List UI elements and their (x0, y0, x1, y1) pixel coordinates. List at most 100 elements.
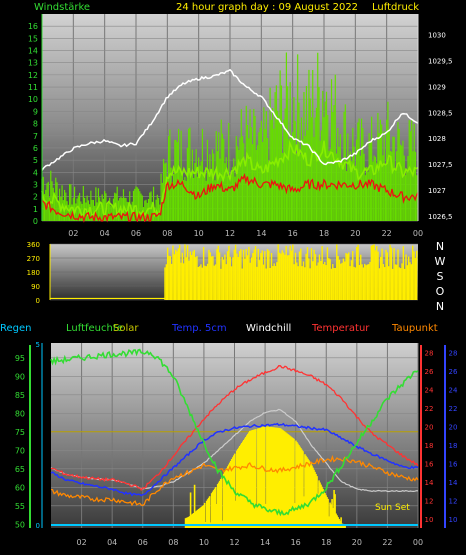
x-tick-label: 08 (162, 229, 172, 238)
y-left-tick-label: 10 (28, 95, 38, 104)
legend-entry: Solar (113, 323, 139, 334)
wind-direction-axes: 0 90 180 270 360 (27, 241, 51, 305)
temperature-tick-label: 14 (425, 479, 434, 487)
temperature-tick-label: 22 (425, 405, 434, 413)
x-tick-label: 22 (382, 229, 392, 238)
rain-tick-label: 5 (36, 341, 40, 349)
temp5cm-tick-label: 12 (449, 497, 458, 505)
humidity-tick-label: 85 (15, 391, 25, 400)
wind-pressure-axes: 02 04 06 08 10 12 14 16 18 20 22 000123456789101112… (28, 14, 453, 238)
y-left-tick-label: 12 (28, 71, 38, 80)
y-right-tick-label: 1027 (428, 187, 446, 195)
humidity-tick-label: 75 (15, 428, 25, 437)
direction-tick-label: 0 (36, 297, 40, 305)
x-tick-label: 22 (382, 538, 392, 547)
y-left-tick-label: 15 (28, 34, 38, 43)
y-right-tick-label: 1029,5 (428, 58, 453, 66)
y-right-tick-label: 1027,5 (428, 161, 453, 169)
temperature-tick-label: 24 (425, 386, 434, 394)
y-right-tick-label: 1028 (428, 135, 446, 143)
x-tick-label: 06 (131, 229, 141, 238)
y-left-tick-label: 14 (28, 47, 38, 56)
temperature-line (50, 365, 419, 492)
x-tick-label: 08 (168, 538, 178, 547)
x-tick-label: 16 (288, 229, 298, 238)
x-tick-label: 02 (68, 229, 78, 238)
temp5cm-line (50, 422, 419, 497)
humidity-tick-label: 60 (15, 483, 25, 492)
temperature-tick-label: 18 (425, 442, 434, 450)
x-tick-label: 18 (319, 229, 329, 238)
compass-letter: O (436, 285, 445, 298)
humidity-tick-label: 80 (15, 409, 25, 418)
temperature-tick-label: 20 (425, 423, 434, 431)
temp5cm-tick-label: 14 (449, 479, 458, 487)
legend-entry: Luftfeuchte (66, 323, 123, 334)
x-tick-label: 10 (194, 229, 204, 238)
x-tick-label: 00 (413, 538, 423, 547)
y-left-tick-label: 3 (33, 180, 38, 189)
humidity-tick-label: 95 (15, 354, 25, 363)
y-left-tick-label: 13 (28, 59, 38, 68)
compass-letter: N (436, 300, 444, 313)
y-right-tick-label: 1030 (428, 32, 446, 40)
temp5cm-tick-label: 20 (449, 423, 458, 431)
legend-entry: Temp. 5cm (171, 323, 227, 334)
wind-direction-series (50, 244, 418, 300)
x-tick-label: 20 (350, 229, 360, 238)
x-tick-label: 12 (225, 229, 235, 238)
x-tick-label: 16 (291, 538, 301, 547)
humidity-tick-label: 70 (15, 446, 25, 455)
humidity-line (50, 348, 419, 517)
sunset-label: Sun Set (375, 503, 410, 513)
rain-tick-label: 0 (36, 522, 40, 530)
x-tick-label: 04 (107, 538, 117, 547)
temperature-tick-label: 12 (425, 497, 434, 505)
y-right-tick-label: 1026,5 (428, 213, 453, 221)
dewpoint-line (50, 454, 419, 507)
y-left-tick-label: 8 (33, 120, 38, 129)
y-left-tick-label: 1 (33, 205, 38, 214)
windchill-line (50, 408, 419, 493)
y-left-tick-label: 5 (33, 156, 38, 165)
temp5cm-tick-label: 22 (449, 405, 458, 413)
humidity-tick-label: 50 (15, 520, 25, 529)
wind-pressure-series (41, 52, 419, 223)
direction-tick-label: 270 (27, 255, 40, 263)
chart-title: 24 hour graph day : 09 August 2022 (176, 2, 358, 13)
humidity-tick-label: 55 (15, 502, 25, 511)
temp5cm-tick-label: 24 (449, 386, 458, 394)
y-right-tick-label: 1029 (428, 83, 446, 91)
temp5cm-tick-label: 18 (449, 442, 458, 450)
x-tick-label: 04 (100, 229, 110, 238)
pressure-line (41, 68, 419, 171)
x-tick-label: 00 (413, 229, 423, 238)
y-left-tick-label: 9 (33, 107, 38, 116)
x-tick-label: 06 (138, 538, 148, 547)
climate-series (50, 348, 419, 528)
temp5cm-tick-label: 28 (449, 349, 458, 357)
temperature-tick-label: 26 (425, 368, 434, 376)
x-tick-label: 14 (256, 229, 266, 238)
y-left-tick-label: 2 (33, 193, 38, 202)
x-tick-label: 14 (260, 538, 270, 547)
pressure-axis-label: Luftdruck (372, 2, 419, 13)
legend-entry: Windchill (246, 323, 291, 334)
legend-entry: Taupunkt (391, 323, 438, 334)
temp5cm-tick-label: 16 (449, 460, 458, 468)
y-left-tick-label: 11 (28, 83, 38, 92)
y-left-tick-label: 0 (33, 217, 38, 226)
compass-letter: W (435, 255, 446, 268)
temperature-tick-label: 10 (425, 516, 434, 524)
direction-tick-label: 180 (27, 269, 40, 277)
wind-axis-label: Windstärke (34, 2, 90, 13)
x-tick-label: 20 (352, 538, 362, 547)
direction-tick-label: 360 (27, 241, 40, 249)
humidity-tick-label: 65 (15, 465, 25, 474)
y-left-tick-label: 16 (28, 22, 38, 31)
compass-letter: S (437, 270, 444, 283)
x-tick-label: 02 (76, 538, 86, 547)
climate-axes: 02 04 06 08 10 12 14 16 18 20 22 005055606570758085… (15, 341, 458, 547)
